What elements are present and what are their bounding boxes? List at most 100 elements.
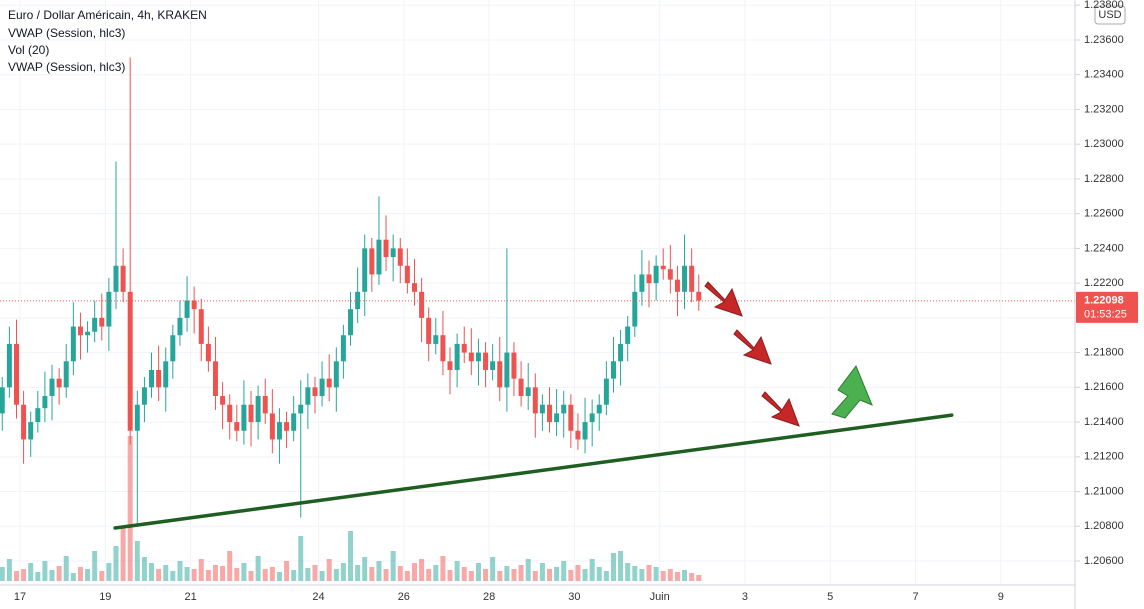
- red-arrow: [733, 329, 772, 365]
- indicator-label: VWAP (Session, hlc3): [8, 26, 125, 40]
- candle-body: [404, 265, 410, 284]
- candle-body: [539, 404, 545, 414]
- candle-body: [511, 352, 517, 379]
- volume-bar: [113, 546, 119, 581]
- volume-bar: [319, 571, 325, 581]
- candle-body: [568, 404, 574, 431]
- volume-bar: [170, 571, 176, 581]
- candle-body: [653, 265, 659, 284]
- volume-bar: [689, 573, 695, 581]
- volume-bar: [411, 563, 417, 581]
- candle-body: [596, 404, 602, 414]
- volume-bar: [426, 569, 432, 581]
- candle-body: [632, 291, 638, 327]
- candle-body: [333, 361, 339, 388]
- candle-body: [603, 378, 609, 405]
- candle-body: [212, 361, 218, 397]
- volume-bar: [468, 571, 474, 581]
- volume-bar: [440, 556, 446, 581]
- candle-body: [276, 422, 282, 440]
- candle-body: [99, 317, 105, 327]
- volume-bar: [511, 569, 517, 581]
- volume-bar: [653, 567, 659, 581]
- x-tick-label: 26: [398, 591, 410, 603]
- volume-bar: [77, 567, 83, 581]
- candle-body: [483, 352, 489, 370]
- candle-body: [660, 265, 666, 270]
- last-price-label: 1.22098: [1084, 295, 1124, 307]
- candle-body: [610, 361, 616, 379]
- candle-body: [227, 404, 233, 423]
- candle-body: [625, 326, 631, 344]
- x-tick-label: 9: [998, 591, 1004, 603]
- candle-body: [149, 369, 155, 388]
- candle-body: [646, 274, 652, 284]
- candle-body: [696, 291, 702, 301]
- volume-bar: [269, 567, 275, 581]
- candle-body: [284, 422, 290, 431]
- volume-bar: [241, 563, 247, 581]
- volume-bar: [291, 570, 297, 581]
- volume-bar: [177, 561, 183, 581]
- candle-body: [312, 387, 318, 397]
- y-tick-label: 1.23000: [1084, 138, 1124, 150]
- volume-bar: [326, 559, 332, 581]
- currency-box[interactable]: [1094, 5, 1126, 25]
- overlay-layer: [0, 300, 1075, 530]
- volume-bar: [596, 567, 602, 581]
- y-tick-label: 1.23200: [1084, 103, 1124, 115]
- trendline: [113, 413, 954, 530]
- x-tick-label: 21: [184, 591, 196, 603]
- volume-bar: [490, 557, 496, 581]
- candle-body: [319, 378, 325, 397]
- y-tick-label: 1.20600: [1084, 555, 1124, 567]
- candle-body: [170, 335, 176, 362]
- candle-body: [21, 404, 27, 440]
- volume-bar: [525, 559, 531, 581]
- volume-bar: [383, 569, 389, 581]
- candle-body: [120, 265, 126, 292]
- candle-body: [184, 300, 190, 318]
- volume-bar: [575, 565, 581, 581]
- volume-bar: [312, 565, 318, 581]
- volume-bar: [532, 571, 538, 581]
- x-tick-label: 19: [99, 591, 111, 603]
- candle-body: [63, 361, 69, 388]
- volume-bar: [348, 531, 354, 581]
- candle-body: [134, 404, 140, 431]
- volume-bar: [397, 566, 403, 581]
- volume-bar: [547, 569, 553, 581]
- candle-body: [56, 378, 62, 388]
- volume-bar: [56, 566, 62, 581]
- currency[interactable]: USD: [1098, 9, 1121, 21]
- volume-bar: [390, 551, 396, 581]
- candle-body: [177, 317, 183, 336]
- volume-bar: [262, 569, 268, 581]
- volume-bar: [568, 570, 574, 581]
- volume-bar: [6, 559, 12, 581]
- volume-bar: [127, 436, 133, 581]
- candle-body: [525, 387, 531, 397]
- y-tick-label: 1.21200: [1084, 451, 1124, 463]
- volume-bar: [454, 561, 460, 581]
- candle-body: [70, 326, 76, 362]
- volume-bar: [589, 559, 595, 581]
- candle-body: [298, 404, 304, 414]
- candle-body: [497, 361, 503, 388]
- x-tick-label: 5: [827, 591, 833, 603]
- volume-bar: [141, 557, 147, 581]
- candle-body: [689, 265, 695, 292]
- candle-body: [340, 335, 346, 362]
- y-tick-label: 1.21800: [1084, 347, 1124, 359]
- volume-bar: [191, 569, 197, 581]
- volume-bar: [618, 551, 624, 581]
- x-tick-label: 7: [912, 591, 918, 603]
- y-tick-label: 1.23600: [1084, 34, 1124, 46]
- volume-bar: [134, 541, 140, 581]
- volume-bar: [461, 567, 467, 581]
- candle-body: [205, 343, 211, 362]
- volume-bar: [120, 526, 126, 581]
- candle-body: [42, 396, 48, 409]
- arrows: [704, 281, 873, 427]
- candle-body: [639, 274, 645, 292]
